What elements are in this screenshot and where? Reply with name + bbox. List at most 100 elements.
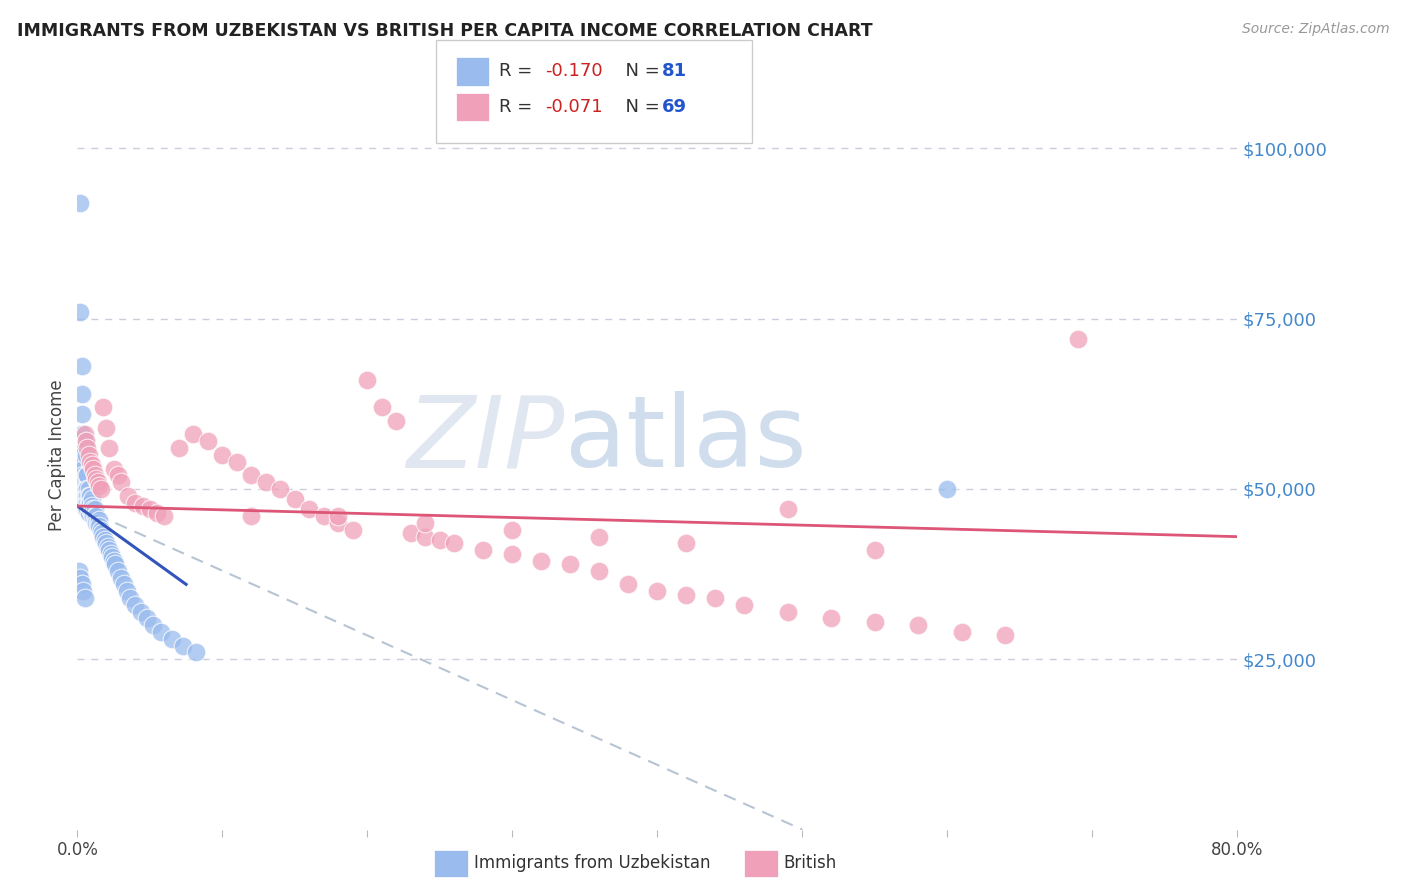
- Point: [84, 472, 107, 486]
- Point: [76, 441, 98, 455]
- Point: [73, 495, 96, 509]
- Point: [107, 564, 129, 578]
- Point: [77, 506, 100, 520]
- Point: [70, 359, 93, 374]
- Point: [399, 526, 422, 541]
- Point: [150, 625, 173, 640]
- Point: [75, 482, 97, 496]
- Point: [160, 632, 183, 646]
- Point: [950, 625, 973, 640]
- Point: [93, 401, 115, 415]
- Point: [76, 468, 98, 483]
- Point: [77, 482, 100, 496]
- Point: [146, 506, 169, 520]
- Point: [70, 407, 93, 421]
- Point: [76, 502, 98, 516]
- Point: [97, 540, 120, 554]
- Point: [75, 434, 97, 449]
- Point: [75, 495, 97, 509]
- Point: [112, 577, 135, 591]
- Point: [371, 401, 394, 415]
- Point: [73, 427, 96, 442]
- Point: [153, 509, 176, 524]
- Point: [73, 489, 96, 503]
- Point: [328, 509, 350, 524]
- Point: [820, 611, 842, 625]
- Text: atlas: atlas: [565, 392, 806, 489]
- Point: [83, 468, 105, 483]
- Point: [98, 543, 121, 558]
- Point: [91, 526, 114, 541]
- Y-axis label: Per Capita Income: Per Capita Income: [48, 379, 66, 531]
- Point: [429, 533, 451, 547]
- Point: [385, 414, 408, 428]
- Point: [129, 605, 152, 619]
- Point: [240, 468, 263, 483]
- Point: [72, 475, 94, 490]
- Point: [75, 468, 97, 483]
- Point: [1067, 332, 1090, 346]
- Point: [79, 455, 101, 469]
- Point: [142, 618, 165, 632]
- Point: [342, 523, 364, 537]
- Point: [73, 485, 96, 500]
- Point: [225, 455, 247, 469]
- Point: [80, 458, 103, 472]
- Point: [197, 434, 219, 449]
- Point: [75, 434, 97, 449]
- Point: [284, 492, 307, 507]
- Point: [104, 557, 127, 571]
- Point: [675, 588, 697, 602]
- Point: [87, 519, 110, 533]
- Point: [87, 478, 110, 492]
- Point: [84, 509, 107, 524]
- Point: [240, 509, 263, 524]
- Text: British: British: [783, 855, 837, 872]
- Point: [617, 577, 640, 591]
- Point: [776, 502, 799, 516]
- Point: [69, 195, 91, 210]
- Text: R =: R =: [499, 62, 538, 80]
- Point: [647, 584, 669, 599]
- Text: IMMIGRANTS FROM UZBEKISTAN VS BRITISH PER CAPITA INCOME CORRELATION CHART: IMMIGRANTS FROM UZBEKISTAN VS BRITISH PE…: [17, 22, 873, 40]
- Point: [863, 543, 886, 558]
- Point: [87, 513, 110, 527]
- Point: [72, 455, 94, 469]
- Point: [118, 591, 141, 605]
- Point: [211, 448, 233, 462]
- Point: [588, 530, 610, 544]
- Point: [75, 502, 97, 516]
- Point: [77, 495, 100, 509]
- Point: [79, 495, 101, 509]
- Point: [472, 543, 495, 558]
- Text: R =: R =: [499, 98, 538, 116]
- Point: [80, 499, 103, 513]
- Point: [139, 502, 162, 516]
- Point: [103, 553, 125, 567]
- Point: [269, 482, 291, 496]
- Point: [100, 547, 122, 561]
- Point: [76, 495, 98, 509]
- Point: [79, 502, 101, 516]
- Point: [76, 489, 98, 503]
- Point: [83, 509, 105, 524]
- Point: [131, 499, 153, 513]
- Point: [84, 516, 107, 530]
- Point: [80, 492, 103, 507]
- Point: [186, 645, 208, 659]
- Point: [124, 495, 146, 509]
- Text: Immigrants from Uzbekistan: Immigrants from Uzbekistan: [474, 855, 710, 872]
- Point: [136, 611, 159, 625]
- Text: N =: N =: [614, 62, 666, 80]
- Point: [776, 605, 799, 619]
- Point: [863, 615, 886, 629]
- Point: [96, 536, 118, 550]
- Point: [675, 536, 697, 550]
- Point: [75, 489, 97, 503]
- Point: [73, 492, 96, 507]
- Point: [93, 530, 115, 544]
- Point: [75, 448, 97, 462]
- Text: -0.071: -0.071: [546, 98, 603, 116]
- Point: [67, 564, 90, 578]
- Point: [69, 570, 91, 584]
